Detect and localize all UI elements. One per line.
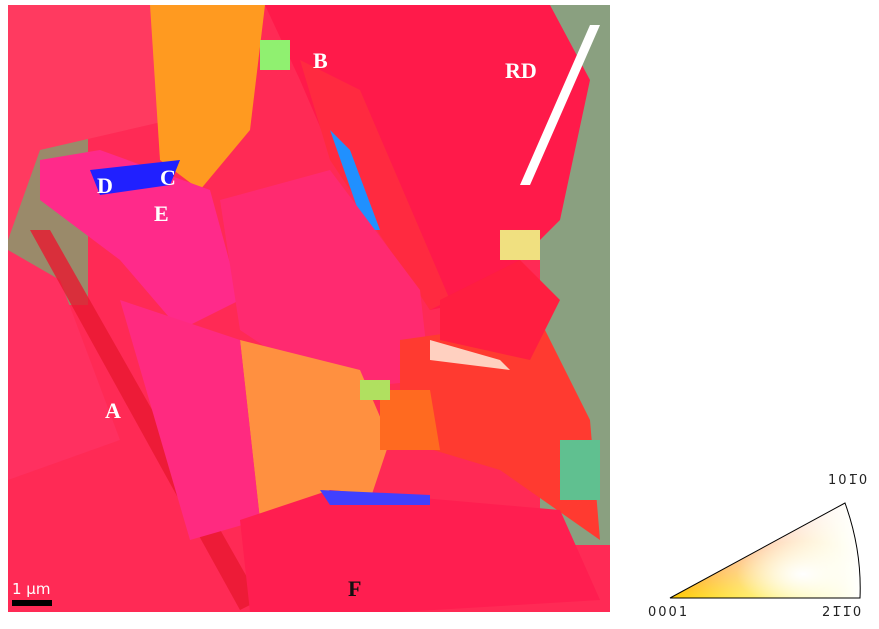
label: D [97,173,113,198]
label: C [160,165,176,190]
legend-label: 21̅1̅0 [822,605,863,620]
legend-label: 0001 [648,605,689,620]
ipf-legend [669,502,861,599]
legend-label: 101̅0 [828,473,869,488]
label: A [105,398,121,423]
ebsd-map [8,5,610,612]
scale-label: 1 µm [12,580,50,598]
label: F [348,576,361,601]
label: E [154,201,169,226]
label: RD [505,58,537,83]
label: B [313,48,328,73]
